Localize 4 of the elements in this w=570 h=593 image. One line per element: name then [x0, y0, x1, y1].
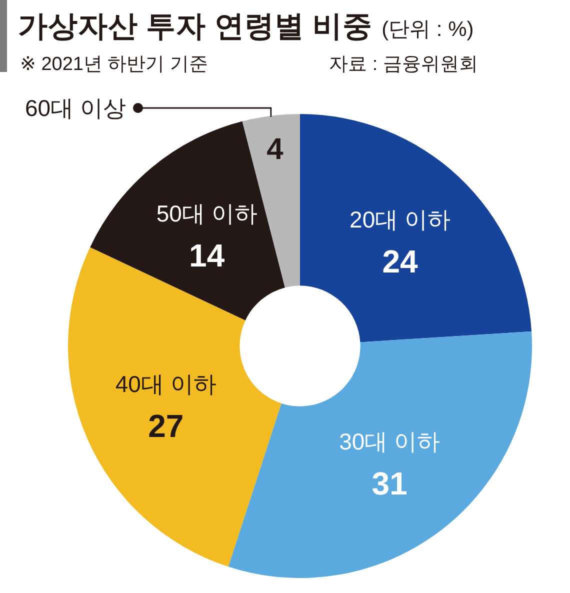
annotation: ※ 2021년 하반기 기준	[20, 54, 208, 75]
annotation: 자료 : 금융위원회	[329, 54, 478, 75]
title: 가상자산 투자 연령별 비중	[18, 10, 373, 43]
subtitle: (단위 : %)	[382, 18, 474, 41]
